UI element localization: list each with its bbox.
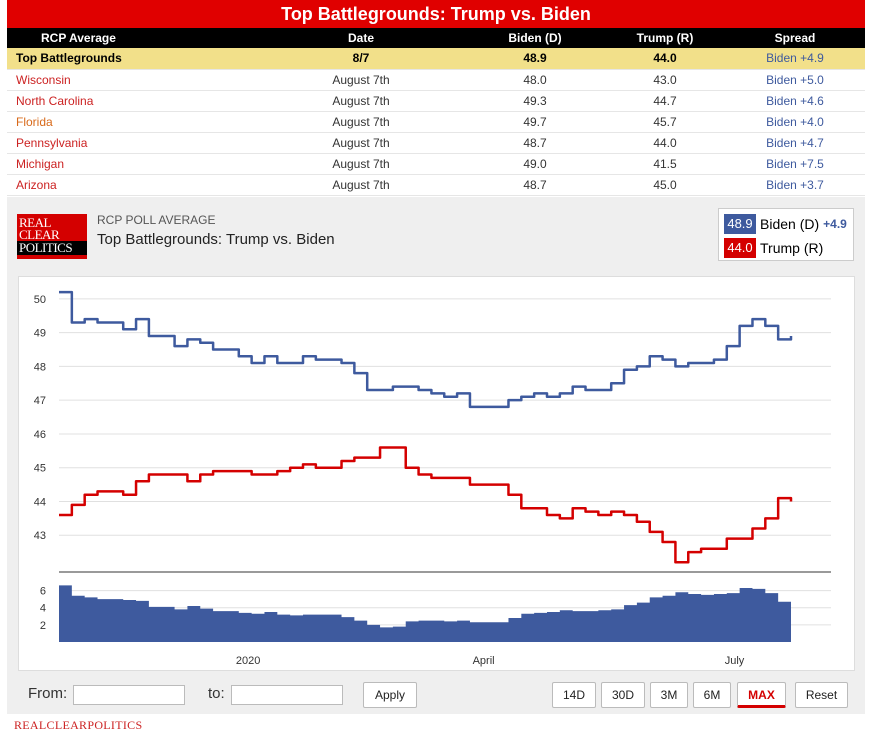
spread-tick-label: 6	[40, 586, 46, 598]
row-trump: 44.0	[605, 132, 725, 154]
legend-biden-value: 48.9	[724, 214, 756, 234]
legend-biden-spread: +4.9	[823, 217, 847, 231]
row-date: August 7th	[257, 174, 465, 196]
chart-area: 43 44 45 46 47 48 49 50 2 4 6 2020 April July	[18, 276, 855, 671]
row-biden: 49.7	[465, 111, 605, 133]
reset-button[interactable]: Reset	[795, 682, 848, 708]
rcp-logo: REAL CLEAR POLITICS	[17, 214, 87, 259]
table-row: Arizona August 7th 48.7 45.0 Biden +3.7	[7, 174, 865, 196]
trump-series-line	[59, 446, 793, 564]
row-date: August 7th	[257, 153, 465, 175]
row-trump: 45.7	[605, 111, 725, 133]
legend-biden-name: Biden (D)	[760, 216, 820, 232]
legend-biden: 48.9 Biden (D) +4.9	[724, 214, 847, 234]
state-link[interactable]: Florida	[7, 111, 257, 133]
state-link[interactable]: Arizona	[7, 174, 257, 196]
chart-controls: From: to: Apply 14D 30D 3M 6M MAX Reset	[18, 680, 855, 710]
range-30d-button[interactable]: 30D	[601, 682, 645, 708]
row-trump: 43.0	[605, 69, 725, 91]
x-tick-label: 2020	[236, 655, 260, 667]
logo-line-1: REAL	[19, 215, 51, 230]
logo-line-2: CLEAR	[19, 227, 60, 242]
row-spread: Biden +5.0	[725, 69, 865, 91]
range-6m-button[interactable]: 6M	[693, 682, 731, 708]
row-biden: 48.7	[465, 174, 605, 196]
row-biden: 48.0	[465, 69, 605, 91]
y-tick-label: 50	[34, 294, 46, 306]
y-tick-label: 48	[34, 361, 46, 373]
to-label: to:	[208, 685, 225, 702]
row-date: August 7th	[257, 69, 465, 91]
y-tick-label: 45	[34, 463, 46, 475]
spread-tick-label: 2	[40, 620, 46, 632]
average-name: Top Battlegrounds	[7, 48, 257, 70]
y-tick-label: 46	[34, 429, 46, 441]
table-row: Pennsylvania August 7th 48.7 44.0 Biden …	[7, 132, 865, 154]
chart-panel: REAL CLEAR POLITICS RCP POLL AVERAGE Top…	[7, 197, 865, 714]
row-biden: 49.3	[465, 90, 605, 112]
row-date: August 7th	[257, 90, 465, 112]
row-trump: 45.0	[605, 174, 725, 196]
row-biden: 48.7	[465, 132, 605, 154]
range-14d-button[interactable]: 14D	[552, 682, 596, 708]
col-date[interactable]: Date	[257, 28, 465, 48]
spread-tick-label: 4	[40, 603, 46, 615]
y-tick-label: 47	[34, 395, 46, 407]
average-biden: 48.9	[465, 48, 605, 70]
state-link[interactable]: Wisconsin	[7, 69, 257, 91]
footer-brand: REALCLEARPOLITICS	[14, 718, 143, 732]
average-date: 8/7	[257, 48, 465, 70]
y-tick-label: 44	[34, 496, 46, 508]
chart-title: Top Battlegrounds: Trump vs. Biden	[97, 231, 335, 248]
from-date-input[interactable]	[73, 685, 185, 705]
row-spread: Biden +3.7	[725, 174, 865, 196]
y-tick-label: 43	[34, 530, 46, 542]
chart-legend: 48.9 Biden (D) +4.9 44.0 Trump (R)	[718, 208, 854, 261]
spread-area	[59, 585, 791, 642]
chart-label: RCP POLL AVERAGE	[97, 213, 216, 227]
average-row: Top Battlegrounds 8/7 48.9 44.0 Biden +4…	[7, 48, 865, 70]
state-link[interactable]: Michigan	[7, 153, 257, 175]
state-link[interactable]: North Carolina	[7, 90, 257, 112]
legend-trump-value: 44.0	[724, 238, 756, 258]
polls-table: RCP Average Date Biden (D) Trump (R) Spr…	[7, 28, 865, 196]
range-3m-button[interactable]: 3M	[650, 682, 688, 708]
table-row: Wisconsin August 7th 48.0 43.0 Biden +5.…	[7, 69, 865, 91]
apply-button[interactable]: Apply	[363, 682, 417, 708]
biden-series-line	[59, 290, 793, 409]
row-biden: 49.0	[465, 153, 605, 175]
row-date: August 7th	[257, 111, 465, 133]
col-spread[interactable]: Spread	[725, 28, 865, 48]
to-date-input[interactable]	[231, 685, 343, 705]
legend-trump: 44.0 Trump (R)	[724, 238, 823, 258]
col-biden[interactable]: Biden (D)	[465, 28, 605, 48]
col-rcp-average[interactable]: RCP Average	[7, 28, 257, 48]
table-row: Florida August 7th 49.7 45.7 Biden +4.0	[7, 111, 865, 133]
from-label: From:	[28, 685, 68, 702]
range-max-button[interactable]: MAX	[737, 682, 786, 708]
legend-trump-name: Trump (R)	[760, 240, 824, 256]
logo-line-3: POLITICS	[17, 241, 87, 255]
table-row: North Carolina August 7th 49.3 44.7 Bide…	[7, 90, 865, 112]
table-header-row: RCP Average Date Biden (D) Trump (R) Spr…	[7, 28, 865, 48]
col-trump[interactable]: Trump (R)	[605, 28, 725, 48]
row-trump: 41.5	[605, 153, 725, 175]
row-spread: Biden +4.0	[725, 111, 865, 133]
x-tick-label: July	[725, 655, 745, 667]
state-link[interactable]: Pennsylvania	[7, 132, 257, 154]
average-spread: Biden +4.9	[725, 48, 865, 70]
x-tick-label: April	[473, 655, 495, 667]
row-spread: Biden +7.5	[725, 153, 865, 175]
row-trump: 44.7	[605, 90, 725, 112]
page-title: Top Battlegrounds: Trump vs. Biden	[7, 0, 865, 28]
average-trump: 44.0	[605, 48, 725, 70]
table-row: Michigan August 7th 49.0 41.5 Biden +7.5	[7, 153, 865, 175]
row-spread: Biden +4.7	[725, 132, 865, 154]
row-date: August 7th	[257, 132, 465, 154]
y-tick-label: 49	[34, 328, 46, 340]
row-spread: Biden +4.6	[725, 90, 865, 112]
